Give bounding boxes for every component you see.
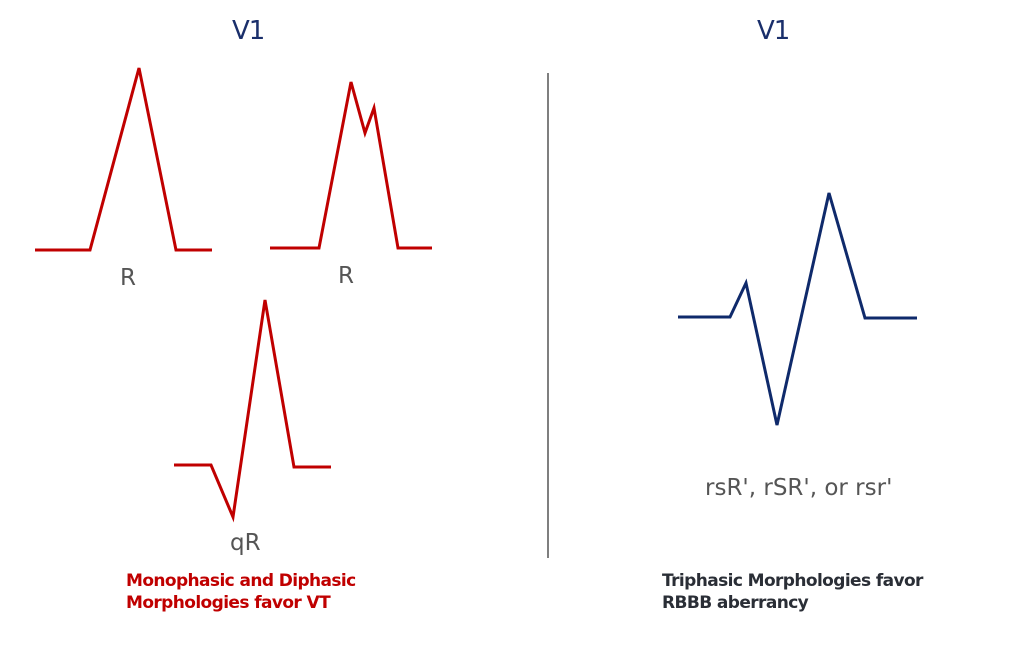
monophasic-r-waveform [35, 67, 212, 252]
right-lead-title: V1 [757, 16, 790, 46]
left-caption: Monophasic and Diphasic Morphologies fav… [126, 570, 356, 614]
left-caption-line2: Morphologies favor VT [126, 593, 331, 613]
waveform-label-r1: R [120, 265, 136, 291]
waveform-label-r2: R [338, 263, 354, 289]
right-caption-line2: RBBB aberrancy [662, 593, 809, 613]
waveform-label-qr: qR [230, 530, 261, 556]
right-caption-line1: Triphasic Morphologies favor [662, 571, 923, 591]
qr-waveform [174, 299, 331, 523]
left-caption-line1: Monophasic and Diphasic [126, 571, 356, 591]
notched-r-waveform [270, 81, 432, 250]
left-lead-title: V1 [232, 16, 265, 46]
right-caption: Triphasic Morphologies favor RBBB aberra… [662, 570, 923, 614]
waveform-label-rsr: rsR', rSR', or rsr' [705, 475, 893, 501]
triphasic-rsr-waveform [678, 192, 917, 426]
